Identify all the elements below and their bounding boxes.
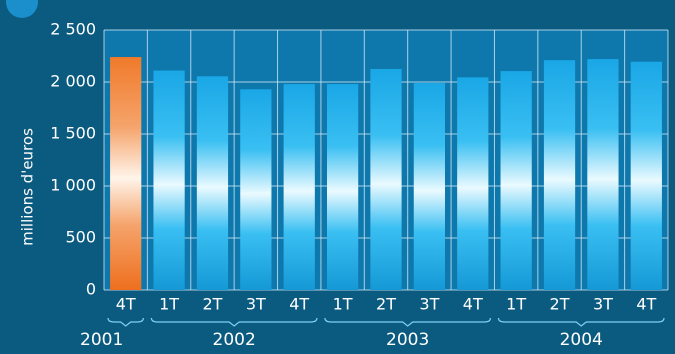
corner-badge	[6, 0, 38, 18]
year-bracket	[150, 317, 318, 327]
bar-10	[500, 71, 532, 290]
x-tick-label: 1T	[159, 295, 179, 314]
x-tick-label: 4T	[636, 295, 656, 314]
bar-3	[196, 76, 229, 290]
x-tick-label: 4T	[463, 295, 483, 314]
bar-6	[326, 84, 359, 290]
year-label: 2001	[80, 330, 123, 350]
year-bracket	[324, 317, 492, 327]
year-bracket	[497, 317, 665, 327]
bar-12	[587, 59, 619, 291]
y-tick-label: 500	[65, 228, 96, 247]
x-tick-label: 3T	[593, 295, 613, 314]
x-tick-label: 1T	[506, 295, 526, 314]
bar-9	[457, 77, 489, 290]
bar-2	[153, 70, 185, 290]
y-tick-label: 0	[86, 280, 96, 299]
x-tick-label: 2T	[376, 295, 396, 314]
y-tick-label: 2 000	[50, 72, 96, 91]
x-tick-label: 3T	[419, 295, 439, 314]
y-axis-title: millions d'euros	[19, 128, 37, 246]
bar-1	[110, 57, 142, 290]
y-tick-label: 2 500	[50, 20, 96, 39]
year-label: 2002	[213, 330, 256, 350]
bar-4	[240, 89, 272, 290]
bar-8	[413, 83, 446, 290]
bar-7	[370, 69, 402, 290]
x-tick-label: 2T	[550, 295, 570, 314]
year-bracket	[107, 317, 144, 327]
year-label: 2004	[560, 330, 603, 350]
x-tick-label: 2T	[202, 295, 222, 314]
bar-13	[630, 61, 662, 290]
x-tick-label: 4T	[116, 295, 136, 314]
x-tick-label: 3T	[246, 295, 266, 314]
x-tick-label: 1T	[333, 295, 353, 314]
year-label: 2003	[386, 330, 429, 350]
y-tick-label: 1 500	[50, 124, 96, 143]
bar-5	[283, 84, 315, 290]
y-tick-label: 1 000	[50, 176, 96, 195]
x-tick-label: 4T	[289, 295, 309, 314]
bar-11	[543, 60, 576, 290]
